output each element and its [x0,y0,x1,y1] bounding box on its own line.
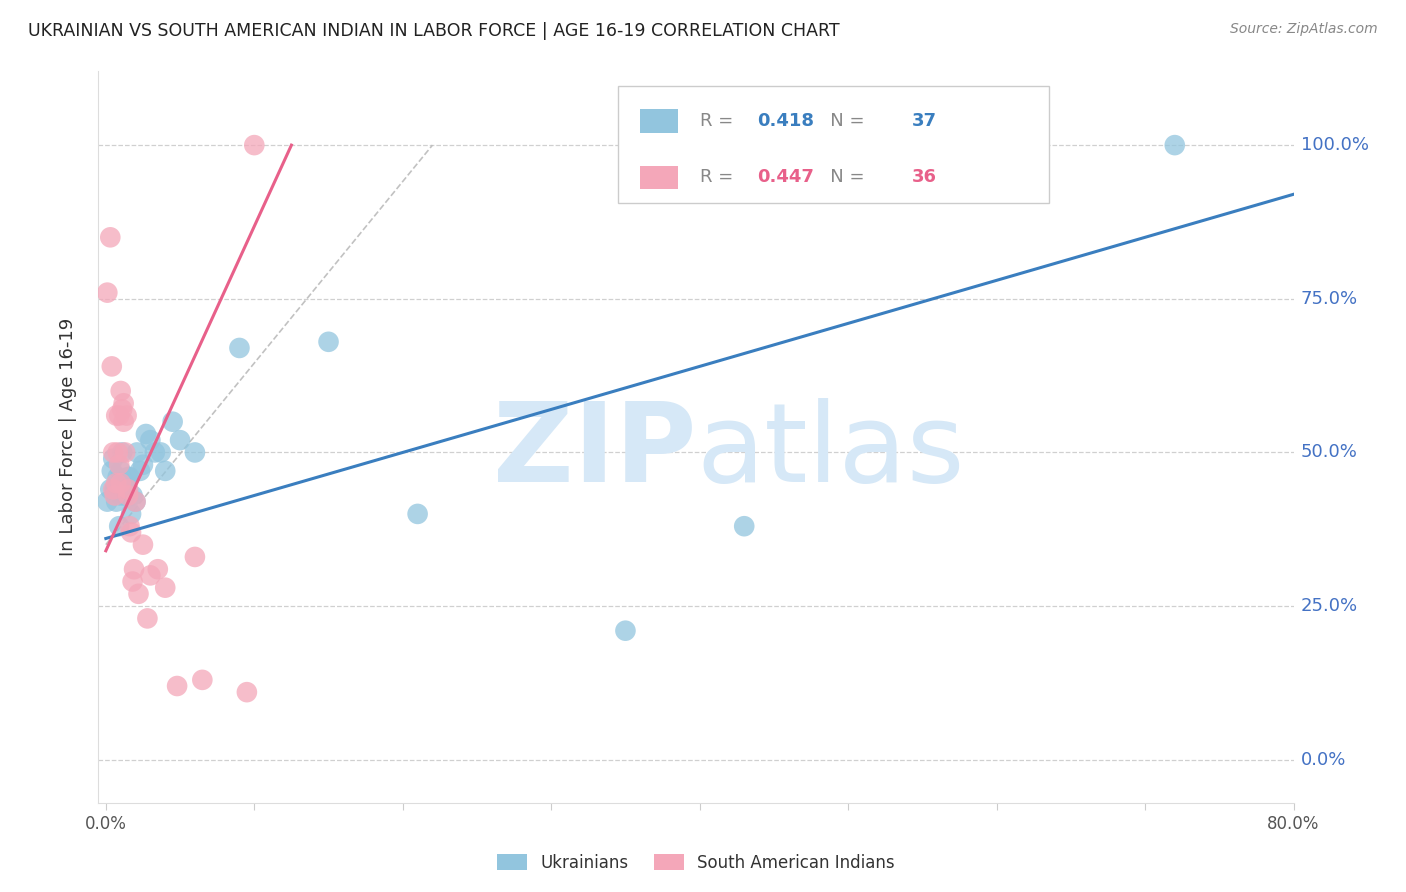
Point [125,445,148,459]
Point [107,470,129,484]
Text: 0.447: 0.447 [756,169,814,186]
Point [406,507,429,521]
Point [121,488,143,502]
Point [162,415,184,429]
Point [110,488,132,502]
Text: 100.0%: 100.0% [1301,136,1368,154]
Point [103,483,125,497]
Point [129,464,152,478]
Point [120,525,142,540]
Point [117,470,139,484]
Point [132,538,155,552]
Point [111,402,134,417]
Point [108,409,131,423]
Point [128,587,150,601]
Point [110,476,132,491]
Point [108,519,131,533]
Point [117,488,139,502]
Legend: Ukrainians, South American Indians: Ukrainians, South American Indians [491,847,901,879]
Point [114,488,136,502]
Point [115,409,138,423]
FancyBboxPatch shape [619,86,1049,203]
Y-axis label: In Labor Force | Age 16-19: In Labor Force | Age 16-19 [59,318,77,557]
Point [110,464,132,478]
Text: 0.0%: 0.0% [1301,751,1346,769]
Point [1164,138,1187,153]
Point [733,519,755,533]
Point [110,384,132,398]
Point [111,445,134,459]
Point [122,562,145,576]
Point [143,445,166,459]
Point [112,415,135,429]
Point [108,458,131,472]
FancyBboxPatch shape [640,166,678,189]
Point [139,568,162,582]
Point [124,494,146,508]
Point [98,483,121,497]
Point [114,445,136,459]
Point [155,581,177,595]
Text: 37: 37 [912,112,938,130]
Text: 75.0%: 75.0% [1301,290,1358,308]
Point [101,464,124,478]
Point [139,433,162,447]
Point [105,409,128,423]
Point [169,433,191,447]
Point [101,359,124,374]
Text: 25.0%: 25.0% [1301,597,1358,615]
Point [118,470,141,484]
Point [117,483,139,497]
Point [112,396,135,410]
Point [103,451,125,466]
Point [105,476,128,491]
Text: N =: N = [813,112,870,130]
Point [228,341,250,355]
Text: N =: N = [813,169,870,186]
Point [191,673,214,687]
Text: ZIP: ZIP [492,398,696,505]
Point [105,494,128,508]
Text: 36: 36 [912,169,938,186]
Point [135,427,157,442]
Point [112,483,135,497]
Point [121,574,143,589]
Point [96,285,118,300]
Point [236,685,259,699]
Text: 0.418: 0.418 [756,112,814,130]
Point [103,445,125,459]
Point [136,611,159,625]
Point [104,483,127,497]
Point [155,464,177,478]
Text: R =: R = [700,112,738,130]
Point [118,519,141,533]
Point [149,445,172,459]
Point [107,445,129,459]
Point [318,334,340,349]
Point [132,458,155,472]
Text: atlas: atlas [696,398,965,505]
Point [124,494,146,508]
Point [96,494,118,508]
FancyBboxPatch shape [640,110,678,133]
Text: R =: R = [700,169,738,186]
Point [184,549,207,564]
Point [115,476,138,491]
Point [184,445,207,459]
Point [120,507,142,521]
Point [98,230,121,244]
Point [104,488,127,502]
Point [146,562,169,576]
Point [614,624,637,638]
Point [243,138,266,153]
Point [108,483,131,497]
Text: 50.0%: 50.0% [1301,443,1357,461]
Point [166,679,188,693]
Text: UKRAINIAN VS SOUTH AMERICAN INDIAN IN LABOR FORCE | AGE 16-19 CORRELATION CHART: UKRAINIAN VS SOUTH AMERICAN INDIAN IN LA… [28,22,839,40]
Text: Source: ZipAtlas.com: Source: ZipAtlas.com [1230,22,1378,37]
